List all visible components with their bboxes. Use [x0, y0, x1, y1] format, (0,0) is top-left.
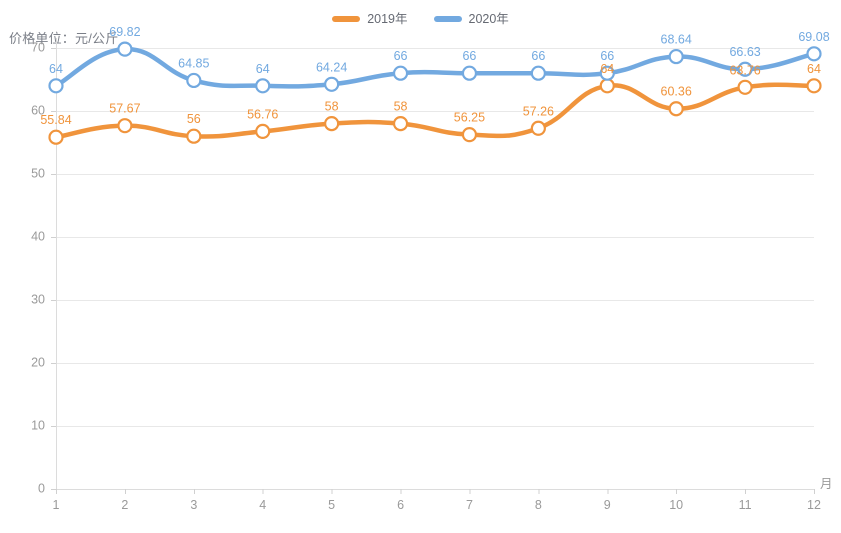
data-point-marker[interactable] — [255, 123, 271, 140]
x-axis-tick-label: 7 — [466, 498, 473, 512]
axis-ticks-group — [51, 48, 815, 494]
data-point-marker[interactable] — [48, 78, 64, 94]
data-point-label: 57.26 — [523, 104, 554, 118]
y-axis-tick-label: 20 — [31, 355, 45, 369]
series-line-2020年 — [53, 46, 817, 89]
data-point-label: 66 — [462, 49, 476, 63]
data-point-label: 68.64 — [661, 33, 692, 47]
legend-item-2019[interactable]: 2019年 — [332, 11, 408, 26]
chart-legend: 2019年 2020年 — [0, 8, 841, 30]
x-axis-tick-label: 12 — [807, 498, 821, 512]
series-group — [53, 46, 817, 140]
x-axis-tick-label: 4 — [259, 498, 266, 512]
x-axis-unit-label: 月 — [820, 477, 833, 491]
data-point-marker[interactable] — [737, 61, 753, 77]
data-point-marker[interactable] — [461, 127, 478, 143]
data-point-marker[interactable] — [392, 115, 409, 132]
y-axis-tick-label: 60 — [31, 103, 45, 117]
data-point-marker[interactable] — [599, 65, 615, 81]
point-labels-group: 55.84 57.67 56 56.76 58 58 56.25 57.26 64 60.36 63… — [40, 25, 829, 127]
gridlines-group — [56, 38, 814, 490]
data-point-label: 66 — [394, 49, 408, 63]
x-axis-tick-label: 1 — [53, 498, 60, 512]
y-axis-tick-label: 0 — [38, 481, 45, 495]
data-point-label: 64 — [600, 62, 614, 76]
data-point-marker[interactable] — [806, 46, 822, 62]
data-point-label: 56.25 — [454, 111, 485, 125]
price-unit-title: 价格单位：元/公斤 — [9, 31, 119, 46]
data-point-label: 64 — [256, 62, 270, 76]
data-point-label: 60.36 — [661, 85, 692, 99]
data-point-marker[interactable] — [461, 65, 478, 81]
y-axis-tick-label: 50 — [31, 166, 45, 180]
data-point-marker[interactable] — [117, 118, 133, 134]
series-line-2019年 — [53, 82, 817, 140]
data-point-marker[interactable] — [324, 115, 340, 132]
data-point-label: 56.76 — [247, 107, 278, 121]
data-point-marker[interactable] — [530, 65, 546, 81]
data-point-marker[interactable] — [324, 76, 340, 92]
legend-item-2020[interactable]: 2020年 — [433, 11, 509, 26]
markers-group — [48, 41, 822, 145]
data-point-marker[interactable] — [186, 72, 202, 89]
data-point-label: 66.63 — [729, 45, 760, 59]
x-axis-tick-label: 6 — [397, 498, 404, 512]
data-point-label: 64 — [807, 62, 821, 76]
data-point-marker[interactable] — [392, 65, 409, 81]
x-axis-tick-label: 3 — [190, 498, 197, 512]
y-axis-tick-label: 70 — [31, 40, 45, 54]
legend-swatch-2020 — [433, 16, 462, 22]
data-point-marker[interactable] — [117, 41, 133, 57]
data-point-marker[interactable] — [530, 120, 546, 136]
y-axis-tick-label: 40 — [31, 229, 45, 243]
data-point-label: 58 — [394, 100, 408, 114]
y-axis-tick-label: 10 — [31, 418, 45, 432]
x-axis-tick-label: 8 — [535, 498, 542, 512]
data-point-marker[interactable] — [48, 129, 64, 145]
x-axis-tick-label: 5 — [328, 498, 335, 512]
data-point-label: 57.67 — [109, 102, 140, 116]
data-point-label: 69.08 — [798, 30, 829, 44]
data-point-label: 64.85 — [178, 56, 209, 70]
x-axis-tick-label: 2 — [121, 498, 128, 512]
data-point-marker[interactable] — [599, 78, 615, 94]
legend-label-2019: 2019年 — [367, 11, 408, 26]
y-axis-tick-label: 30 — [31, 292, 45, 306]
data-point-marker[interactable] — [668, 101, 684, 117]
data-point-label: 56 — [187, 112, 201, 126]
data-point-label: 58 — [325, 100, 339, 114]
legend-swatch-2019 — [332, 16, 361, 22]
data-point-marker[interactable] — [186, 128, 202, 144]
data-point-label: 66 — [600, 49, 614, 63]
x-axis-tick-label: 11 — [739, 498, 752, 512]
legend-label-2020: 2020年 — [468, 11, 509, 26]
x-axis-labels: 1 2 3 4 5 6 7 8 9 10 11 12 — [53, 498, 821, 512]
x-axis-tick-label: 9 — [604, 498, 611, 512]
data-point-label: 55.84 — [40, 113, 71, 127]
x-axis-tick-label: 10 — [669, 498, 683, 512]
data-point-label: 63.76 — [729, 63, 760, 77]
data-point-label: 64 — [49, 62, 63, 76]
data-point-label: 69.82 — [109, 25, 140, 39]
data-point-marker[interactable] — [255, 78, 271, 94]
data-point-marker[interactable] — [668, 48, 684, 65]
data-point-marker[interactable] — [737, 79, 753, 95]
data-point-marker[interactable] — [806, 78, 822, 94]
data-point-label: 66 — [531, 49, 545, 63]
data-point-label: 64.24 — [316, 60, 347, 74]
y-axis-labels: 0 10 20 30 40 50 60 70 — [31, 40, 45, 495]
